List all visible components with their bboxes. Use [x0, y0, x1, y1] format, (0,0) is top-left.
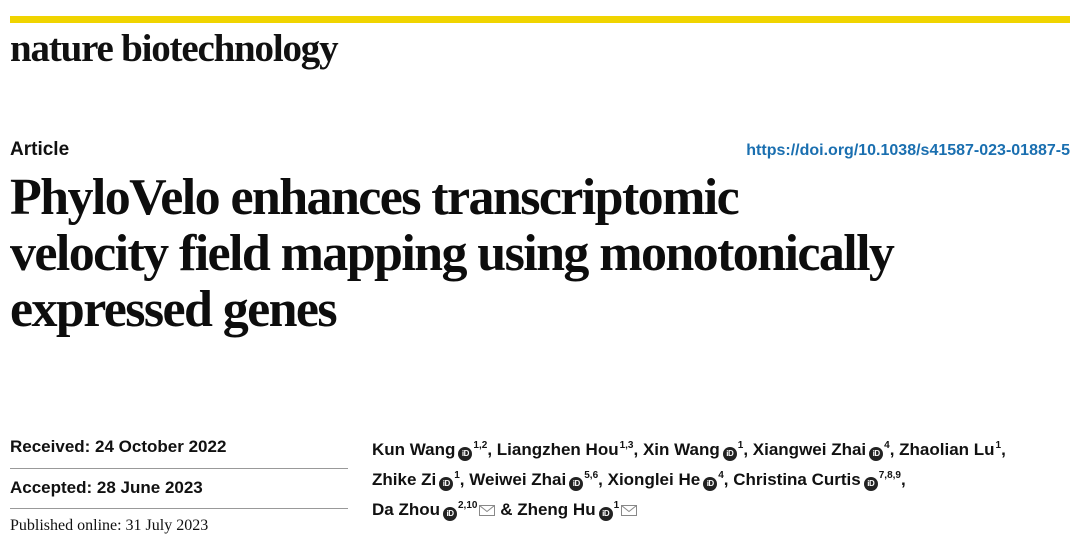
affiliation-superscript: 1,2	[473, 440, 488, 451]
author-entry[interactable]: Xin Wang iD1	[642, 440, 744, 461]
author-entry[interactable]: Xionglei He iD4	[607, 470, 724, 491]
author-entry[interactable]: Da Zhou iD2,10	[372, 498, 496, 521]
affiliation-superscript: 1	[454, 470, 460, 481]
orcid-icon[interactable]: iD	[722, 447, 737, 461]
orcid-icon[interactable]: iD	[703, 477, 718, 491]
affiliation-superscript: 7,8,9	[878, 470, 901, 481]
author-entry[interactable]: Xiangwei Zhai iD4	[752, 440, 890, 461]
author-entry[interactable]: Zheng Hu iD1	[517, 498, 638, 521]
author-name[interactable]: Zhaolian Lu	[899, 440, 995, 459]
envelope-icon[interactable]	[479, 498, 496, 516]
author-separator: ,	[723, 470, 734, 489]
doi-link[interactable]: https://doi.org/10.1038/s41587-023-01887…	[746, 142, 1070, 159]
journal-name: nature biotechnology	[10, 27, 339, 70]
affiliation-superscript: 2,10	[458, 500, 478, 511]
author-separator: ,	[487, 440, 497, 459]
title-line: expressed genes	[10, 281, 338, 338]
author-name[interactable]: Xionglei He	[607, 470, 701, 489]
envelope-icon[interactable]	[621, 498, 638, 516]
orcid-icon[interactable]: iD	[869, 447, 884, 461]
divider	[10, 508, 348, 509]
title-line: velocity field mapping using monotonical…	[10, 225, 895, 282]
orcid-icon[interactable]: iD	[443, 507, 457, 521]
affiliation-superscript: 4	[718, 470, 724, 481]
author-separator: &	[495, 500, 518, 519]
author-name[interactable]: Zheng Hu	[517, 500, 596, 519]
author-entry[interactable]: Zhaolian Lu1	[899, 440, 1001, 459]
author-separator: ,	[598, 470, 608, 489]
affiliation-superscript: 1	[737, 440, 744, 451]
author-separator: ,	[1001, 440, 1006, 459]
author-name[interactable]: Christina Curtis	[733, 470, 861, 489]
author-name[interactable]: Weiwei Zhai	[469, 470, 567, 489]
title-line: PhyloVelo enhances transcriptomic	[10, 169, 740, 226]
author-entry[interactable]: Weiwei Zhai iD5,6	[469, 470, 599, 491]
author-list: Kun Wang iD1,2, Liangzhen Hou1,3, Xin Wan…	[372, 433, 1072, 523]
author-name[interactable]: Liangzhen Hou	[496, 440, 619, 459]
author-separator: ,	[633, 440, 643, 459]
author-separator: ,	[743, 440, 753, 459]
author-name[interactable]: Kun Wang	[372, 440, 456, 459]
received-date: Received: 24 October 2022	[10, 437, 227, 456]
affiliation-superscript: 4	[884, 440, 890, 451]
published-date: Published online: 31 July 2023	[10, 517, 209, 534]
author-separator: ,	[900, 470, 906, 489]
author-name[interactable]: Xiangwei Zhai	[752, 440, 867, 459]
author-name[interactable]: Zhike Zi	[372, 470, 437, 489]
orcid-icon[interactable]: iD	[598, 507, 613, 521]
author-name[interactable]: Da Zhou	[372, 500, 440, 519]
orcid-icon[interactable]: iD	[439, 477, 454, 491]
affiliation-superscript: 1	[995, 440, 1002, 451]
author-separator: ,	[889, 440, 900, 459]
affiliation-superscript: 5,6	[584, 470, 599, 481]
divider	[10, 468, 348, 469]
author-entry[interactable]: Kun Wang iD1,2	[372, 440, 488, 461]
author-entry[interactable]: Zhike Zi iD1	[372, 470, 460, 491]
orcid-icon[interactable]: iD	[863, 477, 878, 491]
author-name[interactable]: Xin Wang	[642, 440, 720, 459]
article-title: PhyloVelo enhances transcriptomic veloci…	[10, 170, 1070, 338]
article-type-label: Article	[10, 139, 70, 160]
author-entry[interactable]: Christina Curtis iD7,8,9	[733, 470, 901, 491]
author-entry[interactable]: Liangzhen Hou1,3	[497, 440, 634, 459]
affiliation-superscript: 1	[613, 500, 620, 511]
orcid-icon[interactable]: iD	[569, 477, 584, 491]
accepted-date: Accepted: 28 June 2023	[10, 478, 203, 497]
affiliation-superscript: 1,3	[619, 440, 634, 451]
orcid-icon[interactable]: iD	[458, 447, 473, 461]
journal-accent-bar	[10, 16, 1070, 23]
author-separator: ,	[459, 470, 470, 489]
